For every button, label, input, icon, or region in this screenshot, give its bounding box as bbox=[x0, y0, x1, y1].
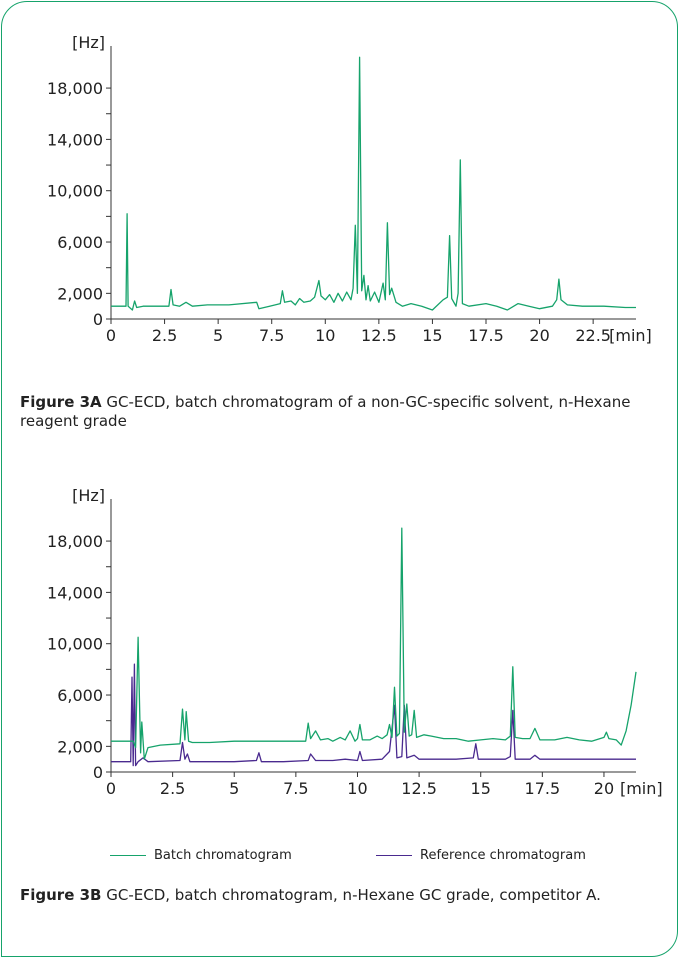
y-tick-label: 14,000 bbox=[47, 130, 103, 149]
legend-label-reference: Reference chromatogram bbox=[420, 848, 586, 863]
x-tick-label: 2.5 bbox=[152, 326, 177, 345]
x-tick-label: 20 bbox=[529, 326, 549, 345]
caption-figure-3b-text: GC-ECD, batch chromatogram, n-Hexane GC … bbox=[101, 886, 601, 904]
legend-swatch-reference bbox=[376, 855, 412, 856]
x-tick-label: 5 bbox=[213, 326, 223, 345]
x-tick-label: 10 bbox=[315, 326, 335, 345]
x-tick-label: 5 bbox=[229, 779, 239, 798]
y-unit-label: [Hz] bbox=[72, 486, 105, 505]
y-tick-label: 0 bbox=[93, 763, 103, 782]
x-tick-label: 10 bbox=[347, 779, 367, 798]
y-tick-label: 0 bbox=[93, 310, 103, 329]
x-tick-label: 0 bbox=[106, 326, 116, 345]
y-tick-label: 18,000 bbox=[47, 79, 103, 98]
x-unit-label: [min] bbox=[609, 326, 652, 345]
legend-swatch-batch bbox=[110, 855, 146, 856]
x-tick-label: 2.5 bbox=[160, 779, 185, 798]
x-tick-label: 15 bbox=[471, 779, 491, 798]
y-tick-label: 6,000 bbox=[57, 233, 103, 252]
caption-figure-3a-label: Figure 3A bbox=[20, 393, 102, 411]
legend-item-batch: Batch chromatogram bbox=[110, 848, 292, 863]
y-tick-label: 2,000 bbox=[57, 284, 103, 303]
x-tick-label: 15 bbox=[422, 326, 442, 345]
caption-figure-3a: Figure 3A GC-ECD, batch chromatogram of … bbox=[20, 393, 660, 431]
x-tick-label: 12.5 bbox=[401, 779, 437, 798]
x-tick-label: 0 bbox=[106, 779, 116, 798]
x-tick-label: 22.5 bbox=[575, 326, 611, 345]
caption-figure-3b: Figure 3B GC-ECD, batch chromatogram, n-… bbox=[20, 886, 660, 905]
x-tick-label: 7.5 bbox=[283, 779, 308, 798]
x-tick-label: 17.5 bbox=[468, 326, 504, 345]
caption-figure-3a-text: GC-ECD, batch chromatogram of a non-GC-s… bbox=[20, 393, 631, 430]
x-unit-label: [min] bbox=[620, 779, 663, 798]
chart-3a: [Hz] 18,000 14,000 10,000 6,000 2,000 00 2.5 5 7.… bbox=[47, 33, 652, 345]
y-unit-label: [Hz] bbox=[72, 33, 105, 52]
x-tick-label: 7.5 bbox=[259, 326, 284, 345]
series-line bbox=[111, 56, 636, 311]
legend-item-reference: Reference chromatogram bbox=[376, 848, 586, 863]
y-tick-label: 14,000 bbox=[47, 583, 103, 602]
series-line-batch-chromatogram bbox=[111, 527, 637, 760]
x-tick-label: 12.5 bbox=[361, 326, 397, 345]
y-tick-label: 6,000 bbox=[57, 686, 103, 705]
y-tick-label: 18,000 bbox=[47, 532, 103, 551]
chart-3b: [Hz] 18,000 14,000 10,000 6,000 2,000 00 2.5 5 7.… bbox=[47, 486, 663, 798]
x-tick-label: 20 bbox=[594, 779, 614, 798]
y-tick-label: 2,000 bbox=[57, 737, 103, 756]
x-tick-label: 17.5 bbox=[525, 779, 561, 798]
legend-label-batch: Batch chromatogram bbox=[154, 848, 292, 863]
series-line-reference-chromatogram bbox=[111, 663, 636, 767]
y-tick-label: 10,000 bbox=[47, 635, 103, 654]
y-tick-label: 10,000 bbox=[47, 182, 103, 201]
caption-figure-3b-label: Figure 3B bbox=[20, 886, 102, 904]
